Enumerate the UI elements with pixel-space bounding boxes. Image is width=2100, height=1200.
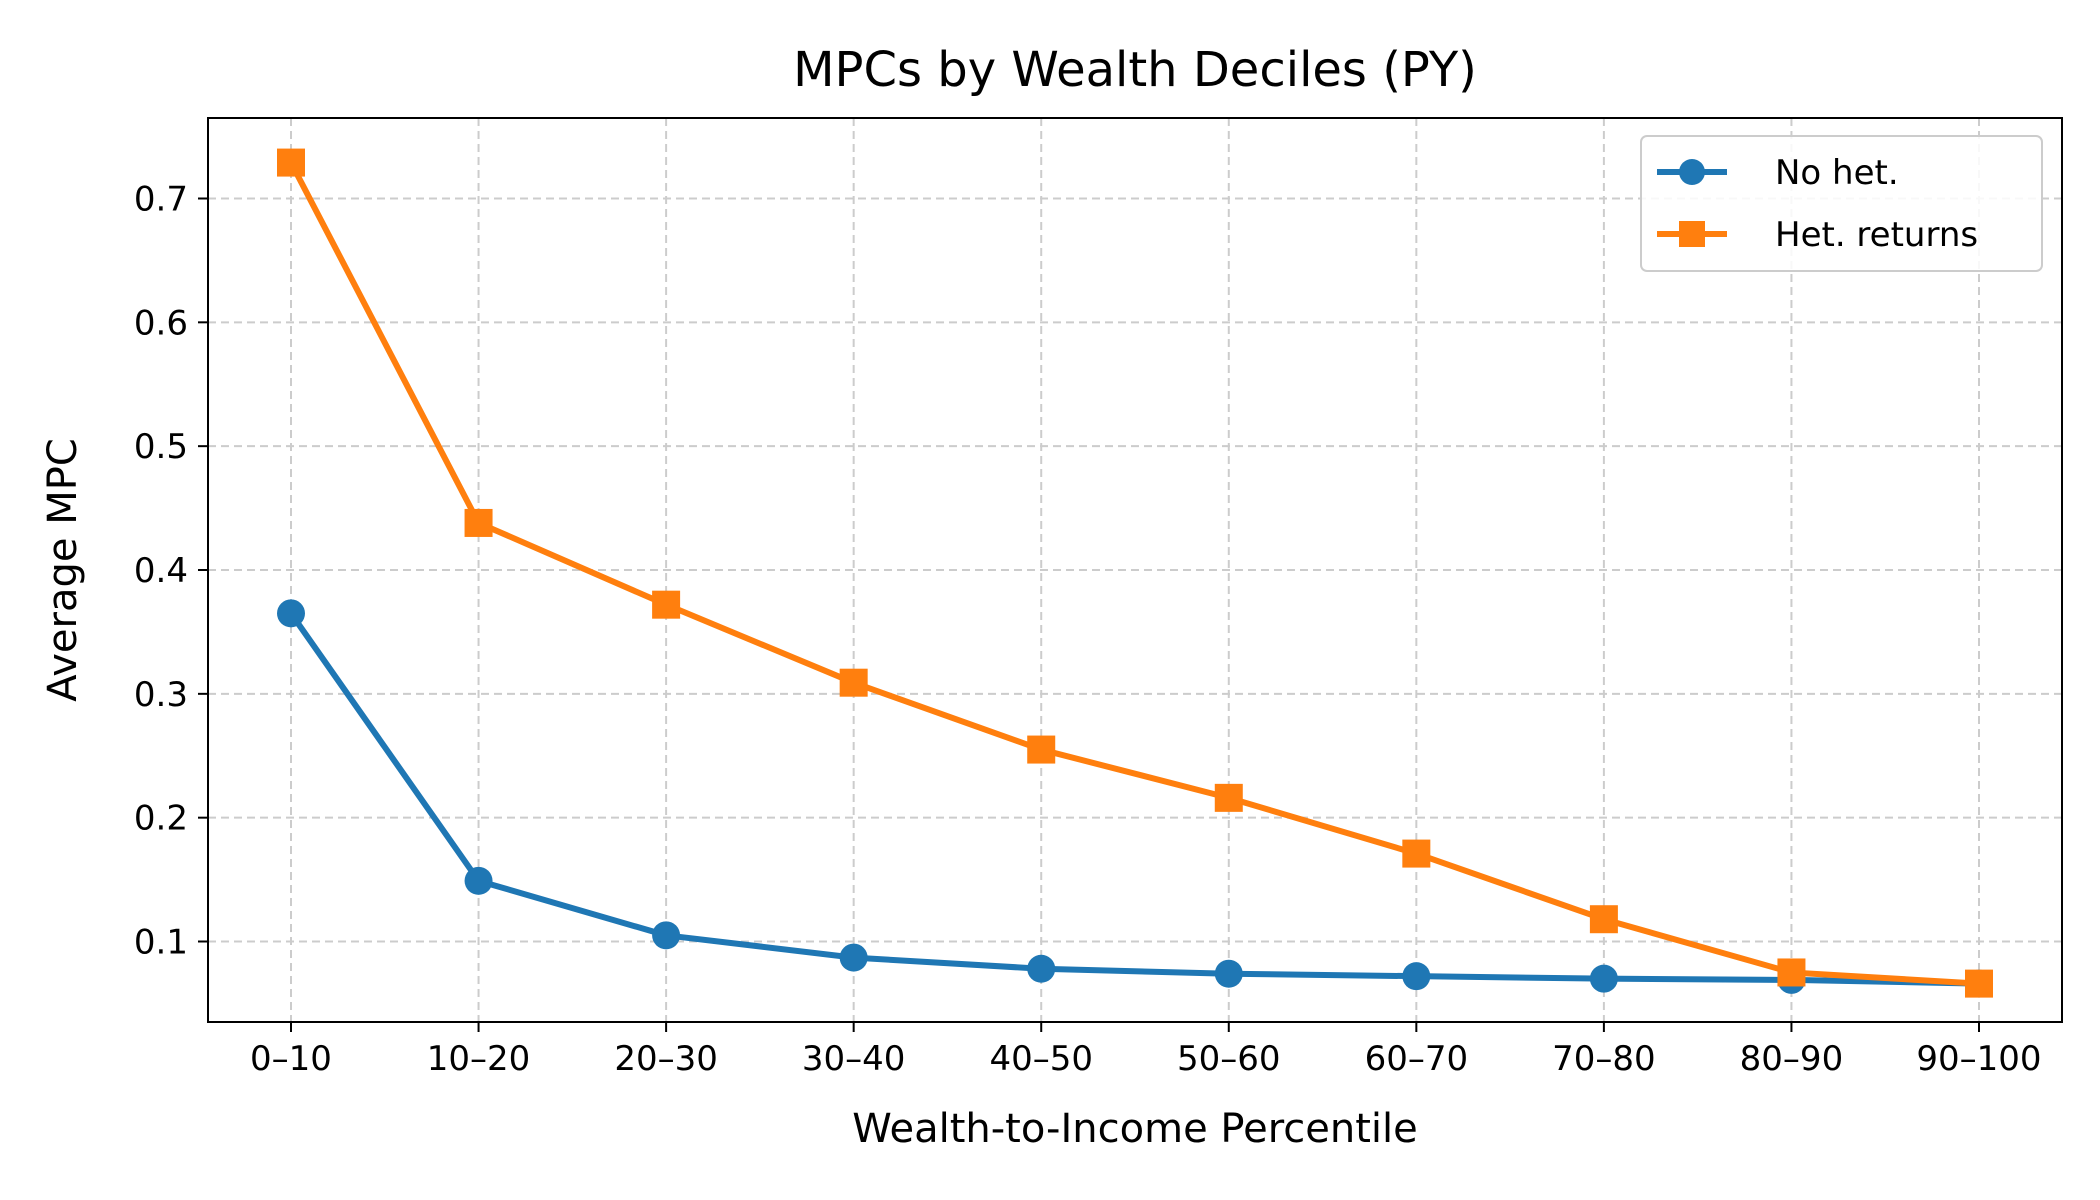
x-tick-label: 0–10 bbox=[250, 1039, 332, 1079]
legend-item-2: Het. returns bbox=[1657, 215, 1978, 255]
y-tick-label: 0.2 bbox=[134, 799, 188, 839]
x-tick-label: 80–90 bbox=[1740, 1039, 1844, 1079]
legend-label: Het. returns bbox=[1775, 215, 1978, 255]
series-line bbox=[288, 611, 1980, 987]
data-point bbox=[1402, 839, 1431, 868]
legend-marker bbox=[1679, 159, 1705, 185]
chart-title: MPCs by Wealth Deciles (PY) bbox=[793, 42, 1477, 98]
y-axis-label: Average MPC bbox=[40, 438, 86, 702]
data-point bbox=[1589, 905, 1618, 934]
series-line bbox=[288, 161, 1980, 987]
legend-item-1: No het. bbox=[1657, 153, 1899, 193]
y-tick-label: 0.5 bbox=[134, 427, 188, 467]
data-point bbox=[1214, 959, 1243, 988]
data-point bbox=[464, 866, 493, 895]
data-point bbox=[1777, 958, 1806, 987]
data-point bbox=[277, 148, 305, 177]
y-tick-label: 0.1 bbox=[134, 923, 188, 963]
y-tick-label: 0.4 bbox=[134, 551, 188, 591]
series-2 bbox=[277, 148, 1993, 998]
x-tick-label: 90–100 bbox=[1916, 1039, 2041, 1079]
x-tick-label: 70–80 bbox=[1552, 1039, 1656, 1079]
x-tick-label: 40–50 bbox=[989, 1039, 1093, 1079]
data-point bbox=[277, 599, 305, 628]
y-tick-label: 0.7 bbox=[134, 179, 188, 219]
data-point bbox=[1027, 735, 1056, 764]
series-1 bbox=[277, 599, 1993, 998]
legend: No het. Het. returns bbox=[1640, 135, 2043, 272]
x-tick-label: 30–40 bbox=[802, 1039, 906, 1079]
x-tick-label: 20–30 bbox=[614, 1039, 718, 1079]
y-tick-label: 0.6 bbox=[134, 303, 188, 343]
y-tick-label: 0.3 bbox=[134, 675, 188, 715]
data-point bbox=[839, 943, 868, 972]
series-layer bbox=[277, 148, 1993, 998]
data-point bbox=[1589, 964, 1618, 993]
data-point bbox=[1402, 962, 1431, 991]
legend-frame bbox=[1640, 135, 2043, 272]
data-point bbox=[652, 921, 681, 950]
data-point bbox=[1214, 783, 1243, 812]
data-point bbox=[652, 590, 681, 619]
data-point bbox=[839, 668, 868, 697]
x-tick-label: 10–20 bbox=[427, 1039, 531, 1079]
x-axis-label: Wealth-to-Income Percentile bbox=[852, 1106, 1418, 1152]
data-point bbox=[1965, 969, 1993, 998]
x-tick-label: 50–60 bbox=[1177, 1039, 1281, 1079]
legend-label: No het. bbox=[1775, 153, 1899, 193]
data-point bbox=[1027, 954, 1056, 983]
data-point bbox=[464, 508, 493, 537]
legend-marker bbox=[1679, 221, 1705, 247]
tick-layer: 0–10 10–20 20–30 30–40 40–50 50–60 60–70 70–80 8… bbox=[134, 179, 2042, 1079]
x-tick-label: 60–70 bbox=[1365, 1039, 1469, 1079]
